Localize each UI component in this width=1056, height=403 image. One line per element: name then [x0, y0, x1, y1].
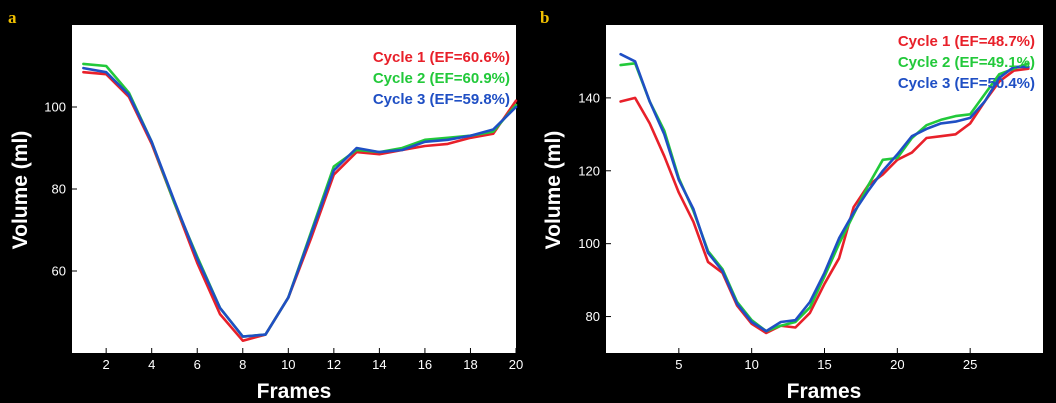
- panel-b-series-line-1: [619, 67, 1030, 335]
- panel-a-letter: a: [8, 8, 17, 27]
- panel-a-x-tick-label: 18: [463, 357, 477, 372]
- panel-a-x-axis-label: Frames: [257, 380, 332, 403]
- panel-b-series-group: [619, 52, 1030, 335]
- panel-b-y-tick-label: 100: [578, 236, 600, 251]
- panel-b-x-tick-label: 10: [744, 357, 758, 372]
- panel-a-legend-entry-3: Cycle 3 (EF=59.8%): [373, 91, 510, 108]
- panel-a-y-axis-label: Volume (ml): [9, 131, 32, 250]
- panel-a-y-tick-label: 60: [52, 264, 66, 279]
- panel-a-ticks: 2 4 6 8 10 12 14 16 18 20 60 80 100: [44, 100, 523, 373]
- panel-b-legend: Cycle 1 (EF=48.7%) Cycle 2 (EF=49.1%) Cycl…: [898, 33, 1035, 92]
- panel-b-y-tick-label: 140: [578, 90, 600, 105]
- panel-b-y-axis-label: Volume (ml): [542, 131, 565, 250]
- panel-a-x-tick-label: 20: [509, 357, 523, 372]
- panel-a-x-tick-label: 14: [372, 357, 386, 372]
- panel-b-legend-entry-3: Cycle 3 (EF=50.4%): [898, 75, 1035, 92]
- panel-b-legend-entry-2: Cycle 2 (EF=49.1%): [898, 54, 1035, 71]
- panel-a-x-tick-label: 16: [418, 357, 432, 372]
- panel-a-plot-area: [72, 25, 516, 353]
- panel-b-y-tick-label: 80: [586, 309, 600, 324]
- panel-b-y-tick-label: 120: [578, 163, 600, 178]
- panel-a-x-tick-label: 12: [327, 357, 341, 372]
- panel-a-y-tick-label: 100: [44, 100, 66, 115]
- panel-b-x-tick-label: 20: [890, 357, 904, 372]
- panel-b-x-axis-label: Frames: [787, 380, 862, 403]
- panel-b-chart: b 5 10 15 20 25 80 100 120 140 Cycle 1 (EF=48.7%…: [540, 8, 1043, 403]
- panel-a-y-tick-label: 80: [52, 182, 66, 197]
- panel-b-x-tick-label: 15: [817, 357, 831, 372]
- panel-a-x-tick-label: 6: [194, 357, 201, 372]
- panel-a-legend-entry-2: Cycle 2 (EF=60.9%): [373, 70, 510, 87]
- panel-a-x-tick-label: 2: [103, 357, 110, 372]
- panel-b-plot-area: [606, 25, 1043, 353]
- panel-b-series-line-3: [619, 52, 1030, 333]
- panel-a-x-tick-label: 10: [281, 357, 295, 372]
- panel-b-legend-entry-1: Cycle 1 (EF=48.7%): [898, 33, 1035, 50]
- panel-b-ticks: 5 10 15 20 25 80 100 120 140: [578, 90, 977, 372]
- panel-a-legend: Cycle 1 (EF=60.6%) Cycle 2 (EF=60.9%) Cycl…: [373, 49, 510, 108]
- panel-a-chart: a 2 4 6 8 10 12 14 16 18 20 60 80 100 Cycle 1 (EF=60…: [8, 8, 523, 403]
- panel-a-x-tick-label: 4: [148, 357, 155, 372]
- panel-a-x-tick-label: 8: [239, 357, 246, 372]
- panel-a-legend-entry-1: Cycle 1 (EF=60.6%): [373, 49, 510, 66]
- panel-b-x-tick-label: 5: [675, 357, 682, 372]
- panel-b-x-tick-label: 25: [963, 357, 977, 372]
- panel-a-series-group: [82, 62, 518, 343]
- panel-a-series-line-3: [82, 66, 518, 338]
- panel-b-letter: b: [540, 8, 549, 27]
